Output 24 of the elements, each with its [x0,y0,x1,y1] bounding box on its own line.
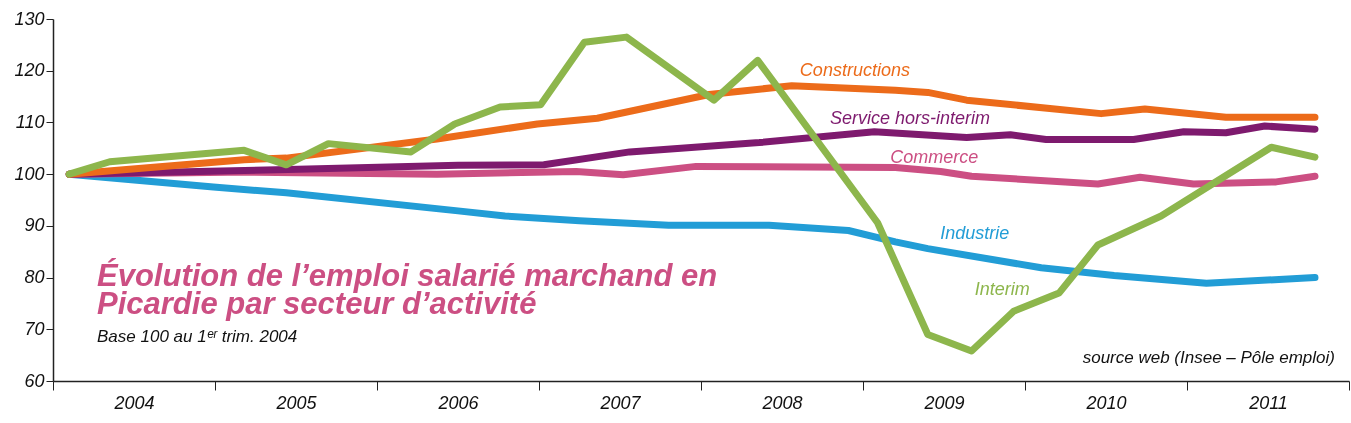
series-label: Constructions [799,60,910,81]
x-tick-label: 2005 [275,392,318,413]
series-label: Industrie [940,223,1010,244]
y-tick-label: 60 [24,370,45,391]
y-tick-label: 100 [14,163,45,184]
x-tick-label: 2008 [761,392,803,413]
text: Base 100 au 1ᵉʳ trim. 2004 [97,327,298,346]
x-tick-label: 2004 [113,392,155,413]
series-label: Commerce [890,147,979,168]
series-label: Interim [974,278,1030,299]
y-tick-label: 70 [24,318,45,339]
x-tick-label: 2011 [1248,392,1288,413]
x-tick-label: 2009 [923,392,965,413]
x-tick-label: 2010 [1085,392,1127,413]
y-tick-label: 110 [15,111,45,132]
x-tick-label: 2007 [599,392,642,413]
series-label: Service hors-interim [829,108,990,129]
y-tick-label: 90 [24,215,45,236]
x-tick-label: 2006 [437,392,480,413]
y-tick-label: 80 [24,267,45,288]
y-tick-label: 130 [14,8,45,29]
y-tick-label: 120 [14,60,45,81]
text: Évolution de l’emploi salarié marchand en Picardie par secteur d’activité [97,258,718,321]
annotation: source web (Insee – Pôle emploi) [1082,348,1335,367]
